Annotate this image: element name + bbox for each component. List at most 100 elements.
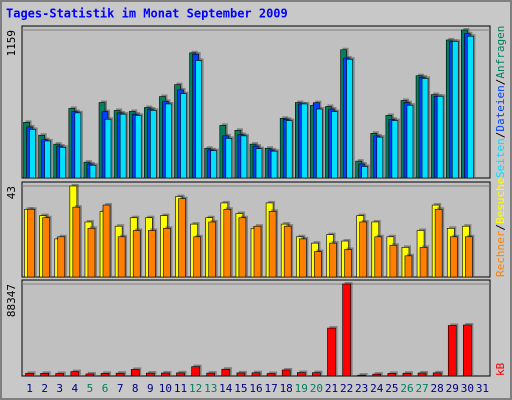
bar [266,373,276,377]
y-tick-label: 43 [5,186,18,199]
bar [327,327,336,377]
bar [119,113,127,179]
x-tick-label: 2 [41,382,48,395]
bar [342,283,351,377]
bar [104,118,112,179]
bar [57,236,66,278]
x-tick-label: 16 [249,382,262,395]
bar [208,221,217,278]
bar [419,247,428,278]
bar [40,372,49,377]
bar [421,78,429,179]
bar [134,115,142,179]
x-tick-label: 10 [159,382,172,395]
x-tick-label: 17 [264,382,277,395]
bar [387,373,397,377]
bar [361,166,368,179]
bar [402,372,412,377]
panel [21,279,491,377]
bar [206,372,216,377]
bar [434,208,443,278]
bar [44,140,51,179]
bar [391,120,399,179]
x-tick-label: 13 [204,382,217,395]
bar-shadow [87,371,96,375]
bar [87,228,96,278]
x-tick-label: 4 [72,382,79,395]
bar [210,150,218,179]
bar [146,372,155,377]
legend: Rechner/Besuche [494,178,507,277]
x-tick-label: 1 [26,382,33,395]
x-tick-label: 5 [87,382,94,395]
bar [180,93,187,179]
legend-separator: / [494,79,507,86]
bar [285,120,293,179]
x-tick-label: 18 [280,382,293,395]
bar [163,228,171,278]
y-tick-label: 1159 [5,30,18,57]
bar [85,373,95,377]
bar [102,204,111,278]
legend-separator: / [494,224,507,231]
bar [148,230,156,278]
legend: kB [494,362,507,376]
bar [359,221,367,278]
bar [59,147,67,179]
bar-shadow [374,372,383,375]
bar [55,373,65,377]
x-tick-label: 24 [370,382,384,395]
bar [240,135,248,179]
x-tick-label: 15 [234,382,247,395]
bar [281,369,291,377]
bar [27,208,35,278]
legend: Seiten/Dateien/Anfragen [494,26,507,178]
bar [221,368,231,377]
x-tick-label: 3 [56,382,63,395]
legend-separator: / [494,132,507,139]
bar [374,236,383,278]
bar [436,95,444,179]
bar [238,217,247,278]
legend-entry: Rechner [494,230,507,277]
x-tick-label: 14 [219,382,233,395]
bar [344,249,352,278]
bar [115,372,125,377]
bar [251,372,261,377]
x-tick-label: 20 [310,382,323,395]
bar [357,374,366,377]
y-tick-label: 88347 [5,284,18,317]
bar [89,164,97,179]
bar [283,225,292,278]
bar [296,372,306,377]
bar [270,150,278,179]
x-tick-label: 19 [295,382,308,395]
legend-entry: Anfragen [494,26,507,79]
x-tick-label: 28 [431,382,444,395]
bar [376,136,384,179]
legend-entry: Besuche [494,178,507,224]
bar [298,238,307,278]
bar [176,372,185,377]
bar [449,236,458,278]
x-tick-label: 25 [385,382,398,395]
x-tick-label: 11 [174,382,187,395]
bar [161,372,170,377]
bar [236,372,246,377]
bar [225,138,233,179]
bar [300,103,308,179]
legend-entry: Seiten [494,138,507,178]
bar [404,255,413,278]
bar [346,58,353,179]
bar [451,41,459,179]
bar [150,110,157,179]
x-tick-label: 23 [355,382,368,395]
bar [193,236,201,278]
bar [372,373,382,377]
x-tick-label: 9 [147,382,154,395]
legend-entry: kB [494,362,507,376]
bar [255,148,263,179]
bar [312,372,321,377]
bar [25,373,34,377]
